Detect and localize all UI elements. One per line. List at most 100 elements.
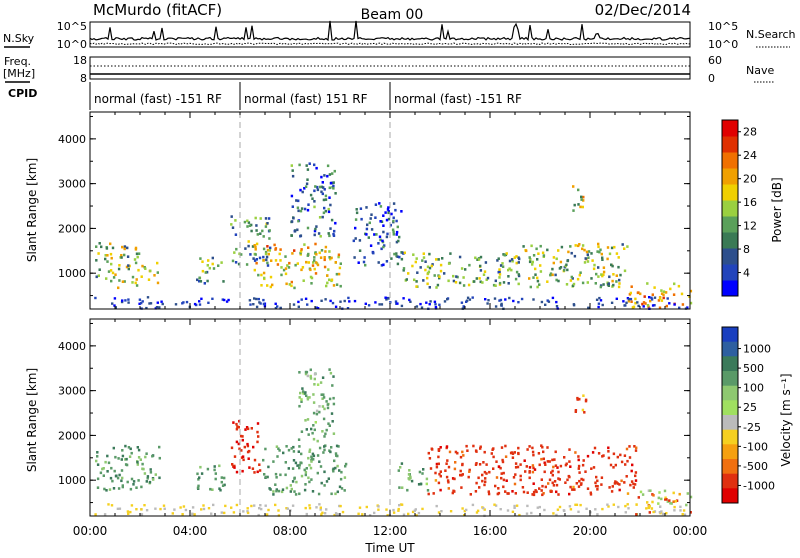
- ground-scatter-cell: [331, 301, 335, 305]
- data-cell: [112, 446, 115, 450]
- data-cell: [296, 464, 299, 467]
- data-cell: [324, 432, 327, 436]
- data-cell: [532, 493, 536, 497]
- data-cell: [317, 232, 321, 235]
- data-cell: [580, 198, 583, 201]
- data-cell: [338, 485, 342, 489]
- data-cell: [468, 470, 471, 473]
- ground-scatter-cell: [193, 513, 196, 516]
- y-tick-label: 1000: [58, 474, 86, 487]
- data-cell: [618, 488, 621, 492]
- data-cell: [102, 467, 105, 470]
- ground-scatter-cell: [334, 305, 338, 308]
- ground-scatter-cell: [425, 301, 428, 304]
- data-cell: [674, 500, 677, 503]
- data-cell: [483, 450, 486, 454]
- data-cell: [275, 445, 279, 448]
- data-cell: [584, 398, 588, 402]
- data-cell: [323, 484, 326, 487]
- data-cell: [431, 263, 434, 266]
- data-cell: [128, 264, 131, 268]
- data-cell: [306, 254, 309, 257]
- data-cell: [220, 480, 223, 484]
- data-cell: [339, 284, 342, 288]
- data-cell: [559, 464, 563, 468]
- data-cell: [487, 492, 491, 496]
- data-cell: [104, 460, 107, 464]
- data-cell: [395, 240, 399, 244]
- data-cell: [503, 253, 506, 257]
- data-cell: [497, 491, 501, 495]
- ground-scatter-cell: [462, 305, 465, 308]
- data-cell: [547, 482, 550, 485]
- data-cell: [533, 468, 537, 471]
- ground-scatter-cell: [385, 508, 388, 511]
- data-cell: [290, 447, 293, 450]
- data-cell: [539, 270, 543, 273]
- data-cell: [581, 281, 585, 285]
- data-cell: [441, 257, 444, 260]
- data-cell: [149, 269, 152, 273]
- data-cell: [314, 185, 317, 188]
- station-title: McMurdo (fitACF): [93, 1, 222, 19]
- data-cell: [445, 446, 448, 450]
- data-cell: [266, 261, 269, 265]
- ground-scatter-cell: [341, 510, 345, 514]
- data-cell: [110, 279, 113, 283]
- data-cell: [298, 466, 301, 470]
- data-cell: [435, 462, 439, 466]
- data-cell: [447, 487, 450, 490]
- ground-scatter-cell: [257, 513, 260, 517]
- data-cell: [677, 284, 681, 288]
- data-cell: [325, 400, 328, 403]
- data-cell: [554, 273, 557, 277]
- ground-scatter-cell: [400, 304, 404, 308]
- data-cell: [586, 454, 590, 458]
- data-cell: [646, 501, 649, 504]
- data-cell: [369, 244, 373, 247]
- data-cell: [595, 272, 598, 276]
- data-cell: [319, 256, 323, 259]
- data-cell: [223, 476, 226, 480]
- data-cell: [339, 262, 342, 265]
- data-cell: [532, 482, 535, 485]
- data-cell: [542, 254, 546, 257]
- data-cell: [272, 493, 275, 496]
- data-cell: [652, 494, 655, 497]
- data-cell: [662, 296, 665, 300]
- data-cell: [243, 220, 247, 224]
- data-cell: [141, 264, 144, 268]
- data-cell: [127, 446, 131, 449]
- data-cell: [211, 488, 214, 491]
- data-cell: [540, 489, 543, 492]
- data-cell: [274, 472, 278, 476]
- data-cell: [659, 505, 662, 508]
- data-cell: [460, 267, 464, 270]
- data-cell: [517, 446, 520, 450]
- ground-scatter-cell: [463, 509, 466, 513]
- data-cell: [234, 261, 238, 264]
- data-cell: [504, 444, 507, 448]
- data-cell: [395, 230, 399, 234]
- ground-scatter-cell: [384, 296, 387, 299]
- data-cell: [121, 454, 125, 458]
- data-cell: [107, 461, 111, 465]
- data-cell: [612, 452, 616, 456]
- ground-scatter-cell: [347, 296, 350, 300]
- data-cell: [587, 250, 591, 253]
- ground-scatter-cell: [504, 298, 507, 301]
- nsearch-series: [89, 42, 691, 46]
- data-cell: [414, 260, 417, 264]
- data-cell: [583, 261, 587, 264]
- data-cell: [432, 492, 435, 495]
- data-cell: [334, 466, 337, 470]
- ground-scatter-cell: [471, 296, 474, 299]
- data-cell: [685, 503, 688, 507]
- ground-scatter-cell: [681, 513, 684, 516]
- colorbar-tick-label: 1000: [743, 343, 771, 356]
- data-cell: [221, 484, 225, 487]
- ground-scatter-cell: [116, 507, 120, 510]
- data-cell: [456, 451, 459, 455]
